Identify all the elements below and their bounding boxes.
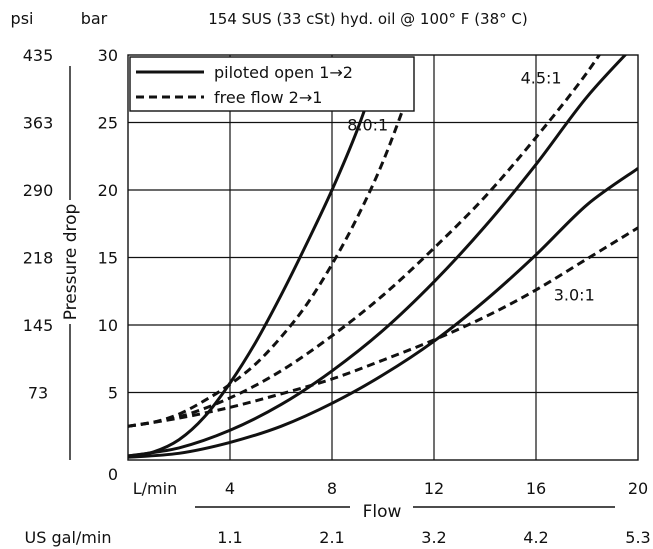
y-tick-label-4: 20 (98, 181, 118, 200)
psi-tick-label-3: 290 (23, 181, 54, 200)
axis-layer: 0 5 10 15 20 25 30 73 145 218 290 363 435 psi bar 154 S… (11, 9, 651, 547)
x-tick-label-2: 8 (327, 479, 337, 498)
gal-unit-label: US gal/min (25, 528, 112, 547)
x-tick-label-4: 16 (526, 479, 546, 498)
series-line-801-dashed-1 (128, 93, 410, 428)
x-tick-label-3: 12 (424, 479, 444, 498)
legend-label-solid: piloted open 1→2 (214, 63, 353, 82)
gal-tick-label-2: 3.2 (421, 528, 446, 547)
y-axis-label: Pressure drop (61, 204, 81, 321)
psi-tick-label-2: 218 (23, 249, 54, 268)
gal-tick-label-0: 1.1 (217, 528, 242, 547)
bar-unit-label: bar (81, 9, 108, 28)
gal-tick-label-3: 4.2 (523, 528, 548, 547)
legend-layer: piloted open 1→2 free flow 2→1 (129, 56, 415, 112)
ratio-label-0: 8.0:1 (347, 116, 388, 135)
plot-frame (127, 54, 639, 461)
psi-tick-label-5: 435 (23, 46, 54, 65)
x-axis-label: Flow (363, 502, 402, 522)
x-tick-label-1: 4 (225, 479, 235, 498)
y-tick-label-0: 0 (108, 465, 118, 484)
psi-unit-label: psi (11, 9, 34, 28)
gal-tick-label-1: 2.1 (319, 528, 344, 547)
series-line-451-dashed-3 (128, 55, 602, 428)
psi-tick-label-0: 73 (28, 384, 48, 403)
gal-tick-label-4: 5.3 (625, 528, 650, 547)
series-line-301-dashed-5 (128, 226, 638, 428)
series-layer (128, 55, 638, 459)
y-tick-label-6: 30 (98, 46, 118, 65)
x-tick-label-5: 20 (628, 479, 648, 498)
y-tick-label-1: 5 (108, 384, 118, 403)
y-tick-label-3: 15 (98, 249, 118, 268)
chart-title: 154 SUS (33 cSt) hyd. oil @ 100° F (38° … (208, 10, 527, 28)
ratio-label-1: 4.5:1 (521, 68, 562, 87)
series-line-301-solid-4 (128, 167, 638, 459)
legend-label-dashed: free flow 2→1 (214, 88, 322, 107)
y-tick-label-5: 25 (98, 114, 118, 133)
psi-tick-label-1: 145 (23, 316, 54, 335)
ratio-label-2: 3.0:1 (554, 286, 595, 305)
annotation-layer: 8.0:1 4.5:1 3.0:1 (347, 68, 595, 304)
series-line-451-solid-2 (128, 55, 628, 458)
psi-tick-label-4: 363 (23, 114, 54, 133)
series-line-801-solid-0 (128, 70, 380, 458)
y-tick-label-2: 10 (98, 316, 118, 335)
grid-layer (127, 54, 639, 461)
legend-box (129, 56, 415, 112)
x-unit-label: L/min (133, 479, 177, 498)
y-axis-label-bg (66, 200, 86, 324)
